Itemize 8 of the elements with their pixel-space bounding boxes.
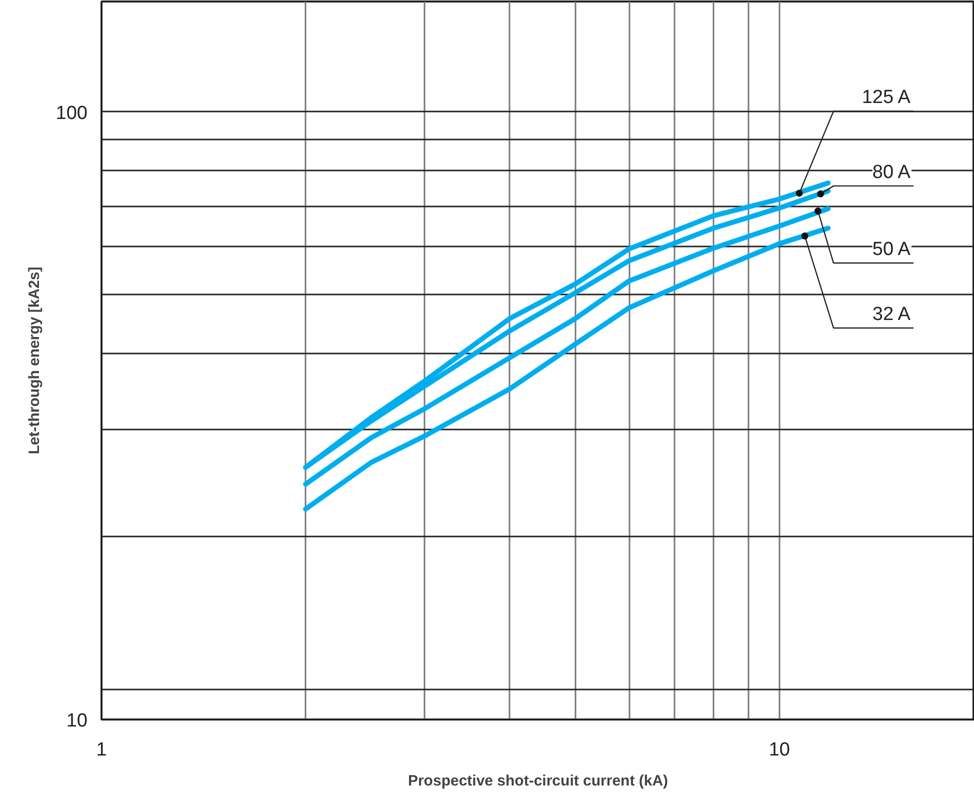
x-tick-label: 1 — [96, 740, 107, 760]
y-tick-label: 100 — [56, 102, 88, 124]
y-axis-title: Let-through energy [kA2s] — [26, 266, 43, 454]
annotation: 125 A — [862, 87, 911, 108]
annotation: 80 A — [872, 162, 911, 183]
annotation: 32 A — [872, 304, 911, 325]
x-axis-title: Prospective shot-circuit current (kA) — [408, 772, 668, 790]
annotation: 50 A — [872, 239, 911, 260]
